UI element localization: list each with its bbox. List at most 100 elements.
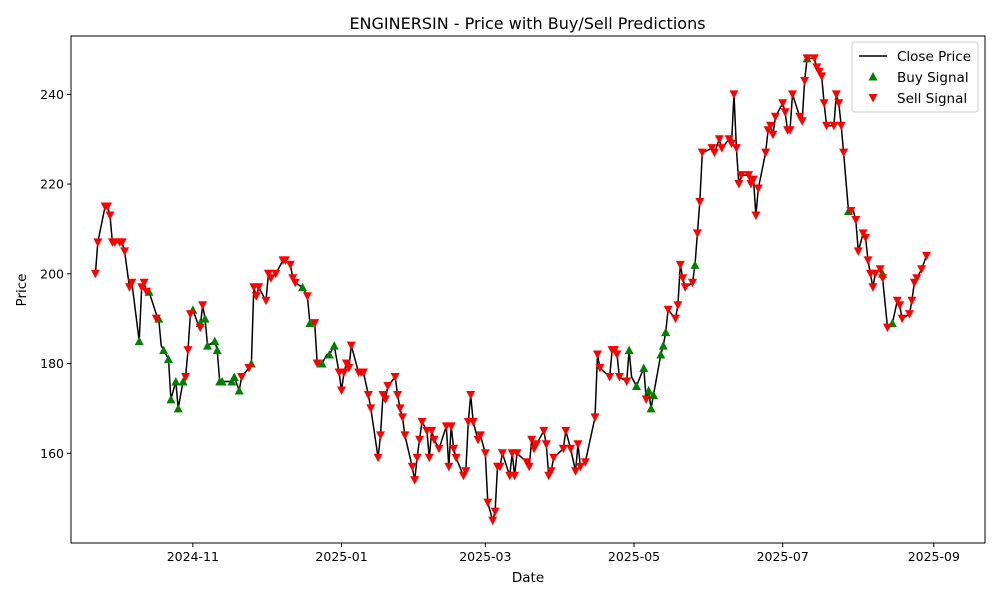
sell-signal-marker xyxy=(346,341,356,351)
sell-signal-marker xyxy=(883,323,893,333)
legend: Close Price Buy Signal Sell Signal xyxy=(851,41,979,113)
sell-signal-marker xyxy=(731,144,741,153)
buy-signal-marker xyxy=(639,363,649,373)
sell-signal-marker xyxy=(527,435,537,445)
x-tick-label: 2025-09 xyxy=(908,549,960,564)
sell-signal-marker xyxy=(800,76,810,86)
sell-signal-marker xyxy=(541,440,551,449)
buy-signal-marker xyxy=(163,354,173,364)
sell-signal-marker xyxy=(670,314,680,324)
sell-signal-marker xyxy=(785,126,795,135)
y-tick-label: 200 xyxy=(40,266,64,281)
sell-signal-marker xyxy=(907,296,917,306)
buy-signal-marker xyxy=(229,372,239,381)
sell-signal-marker xyxy=(285,260,295,270)
x-tick-label: 2024-11 xyxy=(167,549,219,564)
sell-signal-marker xyxy=(195,323,205,333)
sell-signal-marker xyxy=(373,453,383,463)
sell-signal-marker xyxy=(580,458,590,467)
x-tick-label: 2025-03 xyxy=(459,549,511,564)
sell-signal-marker xyxy=(310,319,320,328)
sell-signal-marker xyxy=(185,310,195,319)
sell-signal-marker xyxy=(724,135,734,144)
sell-signal-marker xyxy=(549,453,559,463)
sell-signal-marker xyxy=(181,372,191,382)
sell-signal-marker xyxy=(614,372,624,382)
buy-signal-marker xyxy=(173,403,183,413)
sell-signal-marker xyxy=(446,422,456,431)
buy-signal-marker xyxy=(217,376,227,386)
sell-signal-marker xyxy=(768,130,778,140)
sell-signal-marker xyxy=(727,139,737,149)
sell-signal-marker xyxy=(339,368,349,378)
sell-signal-marker xyxy=(831,90,841,99)
sell-signal-marker xyxy=(846,206,856,216)
sell-signal-marker xyxy=(341,359,351,369)
sell-signal-marker xyxy=(290,278,300,288)
sell-signal-marker xyxy=(461,467,471,476)
sell-signal-marker xyxy=(675,260,685,270)
sell-signal-marker xyxy=(490,507,500,517)
buy-signal-marker xyxy=(134,336,144,346)
sell-signal-marker xyxy=(151,314,161,324)
sell-signal-marker xyxy=(412,453,422,463)
buy-signal-marker xyxy=(234,385,244,395)
sell-signal-marker xyxy=(434,444,444,454)
sell-signal-marker xyxy=(695,198,705,207)
buy-signal-marker xyxy=(202,341,212,350)
sell-signal-marker xyxy=(736,171,746,180)
sell-signal-marker xyxy=(344,364,354,373)
sell-signal-marker xyxy=(904,310,914,319)
sell-signal-marker xyxy=(395,404,405,413)
buy-signal-marker xyxy=(298,282,308,292)
sell-signal-marker xyxy=(780,108,790,117)
sell-signal-marker xyxy=(922,251,932,261)
sell-signal-marker xyxy=(787,90,797,99)
sell-signal-marker xyxy=(427,426,437,436)
sell-signal-marker xyxy=(483,498,493,508)
sell-signal-marker xyxy=(688,278,698,288)
sell-signal-marker xyxy=(390,372,400,382)
buy-signal-marker xyxy=(656,350,666,359)
sell-signal-marker xyxy=(400,431,410,440)
sell-signal-marker xyxy=(466,390,476,400)
sell-signal-marker xyxy=(770,112,780,122)
sell-signal-marker xyxy=(809,54,819,63)
sell-signal-marker xyxy=(254,283,264,292)
sell-signal-marker xyxy=(558,444,568,454)
legend-sell-signal-swatch xyxy=(868,94,878,103)
sell-signal-marker xyxy=(851,215,861,225)
sell-signal-marker xyxy=(839,148,849,158)
sell-signal-marker xyxy=(183,346,193,355)
sell-signal-marker xyxy=(863,256,873,265)
buy-signal-marker xyxy=(649,390,659,399)
legend-buy-signal-label: Buy Signal xyxy=(897,70,969,86)
buy-signal-marker xyxy=(661,327,671,337)
sell-signal-marker xyxy=(797,117,807,126)
sell-signal-marker xyxy=(127,278,137,288)
sell-signal-marker xyxy=(539,426,549,436)
sell-signal-marker xyxy=(198,301,208,310)
sell-signal-marker xyxy=(717,144,727,153)
sell-signal-marker xyxy=(244,364,254,373)
sell-signal-marker xyxy=(812,63,822,72)
sell-signal-marker xyxy=(709,148,719,158)
buy-signal-marker xyxy=(329,341,339,350)
sell-signal-marker xyxy=(834,99,844,108)
sell-signal-marker xyxy=(271,269,281,279)
sell-signal-marker xyxy=(288,274,298,283)
buy-signal-marker xyxy=(644,385,654,395)
sell-signal-marker xyxy=(622,377,632,386)
sell-signal-marker xyxy=(261,296,271,306)
sell-signal-marker xyxy=(139,278,149,288)
sell-signal-marker xyxy=(397,413,407,422)
buy-signal-marker xyxy=(159,345,169,355)
plot-frame xyxy=(70,35,986,544)
sell-signal-marker xyxy=(819,99,829,108)
sell-signal-marker xyxy=(853,247,863,256)
sell-signal-marker xyxy=(836,121,846,131)
x-axis-label: Date xyxy=(512,570,544,586)
sell-signal-marker xyxy=(522,458,532,467)
